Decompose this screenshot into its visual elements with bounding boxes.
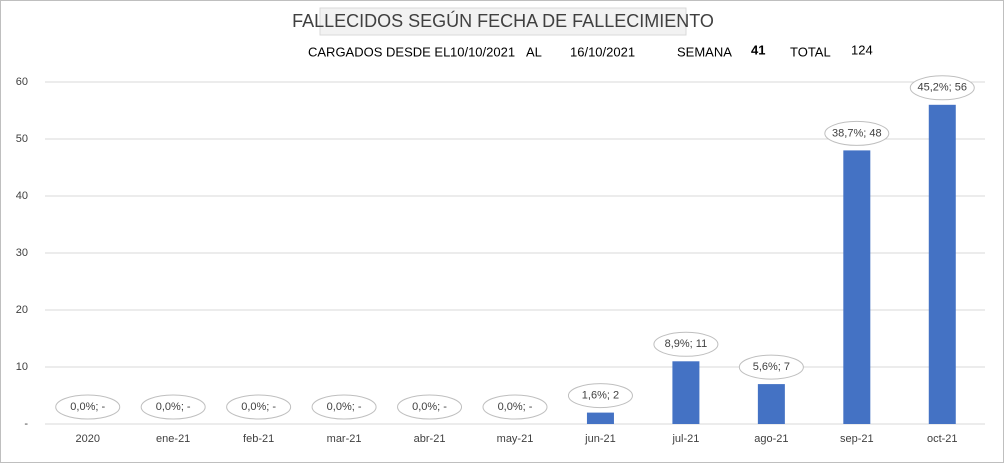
data-label: 1,6%; 2 — [582, 390, 619, 402]
x-tick-label: jun-21 — [584, 433, 616, 445]
data-label-bubble — [567, 383, 633, 409]
data-label-bubble — [824, 120, 890, 146]
data-label: 0,0%; - — [241, 401, 276, 413]
y-tick-label: 60 — [16, 76, 28, 88]
subtitle: TOTAL — [790, 44, 831, 59]
x-tick-label: sep-21 — [840, 433, 874, 445]
x-tick-label: abr-21 — [414, 433, 446, 445]
bar — [672, 361, 700, 424]
data-label-bubble — [311, 394, 377, 420]
bar — [843, 150, 871, 424]
x-tick-label: ene-21 — [156, 433, 190, 445]
y-tick-label: 50 — [16, 133, 28, 145]
data-label-bubble — [738, 354, 804, 380]
x-tick-label: 2020 — [75, 433, 99, 445]
data-label: 0,0%; - — [327, 401, 362, 413]
title-box — [319, 7, 687, 36]
y-tick-label: 20 — [16, 304, 28, 316]
data-label: 45,2%; 56 — [917, 82, 967, 94]
x-tick-label: mar-21 — [327, 433, 362, 445]
data-label: 0,0%; - — [156, 401, 191, 413]
x-tick-label: jul-21 — [671, 433, 699, 445]
subtitle: CARGADOS DESDE EL — [308, 44, 450, 59]
subtitle: 41 — [751, 42, 765, 57]
subtitle: 16/10/2021 — [570, 44, 635, 59]
data-label: 0,0%; - — [498, 401, 533, 413]
x-tick-label: oct-21 — [927, 433, 958, 445]
y-tick-label: 40 — [16, 190, 28, 202]
y-tick-label: 10 — [16, 361, 28, 373]
subtitle: SEMANA — [677, 44, 732, 59]
data-label: 0,0%; - — [412, 401, 447, 413]
x-tick-label: may-21 — [497, 433, 534, 445]
bar — [586, 412, 614, 424]
subtitle: 124 — [851, 42, 873, 57]
data-label: 8,9%; 11 — [665, 338, 708, 350]
data-label-bubble — [397, 394, 463, 420]
subtitle: 10/10/2021 — [450, 44, 515, 59]
x-tick-label: ago-21 — [754, 433, 788, 445]
data-label: 5,6%; 7 — [753, 361, 790, 373]
data-label: 38,7%; 48 — [832, 127, 882, 139]
data-label-bubble — [55, 394, 121, 420]
data-label: 0,0%; - — [70, 401, 105, 413]
data-label-bubble — [140, 394, 206, 420]
subtitle: AL — [526, 44, 542, 59]
y-tick-label: 30 — [16, 247, 28, 259]
data-label-bubble — [909, 75, 975, 101]
data-label-bubble — [482, 394, 548, 420]
data-label-bubble — [653, 331, 719, 357]
data-label-bubble — [226, 394, 292, 420]
bar — [757, 384, 785, 424]
x-tick-label: feb-21 — [243, 433, 274, 445]
bar — [928, 104, 956, 425]
y-tick-label: - — [24, 418, 28, 430]
chart-title: FALLECIDOS SEGÚN FECHA DE FALLECIMIENTO — [292, 10, 714, 31]
